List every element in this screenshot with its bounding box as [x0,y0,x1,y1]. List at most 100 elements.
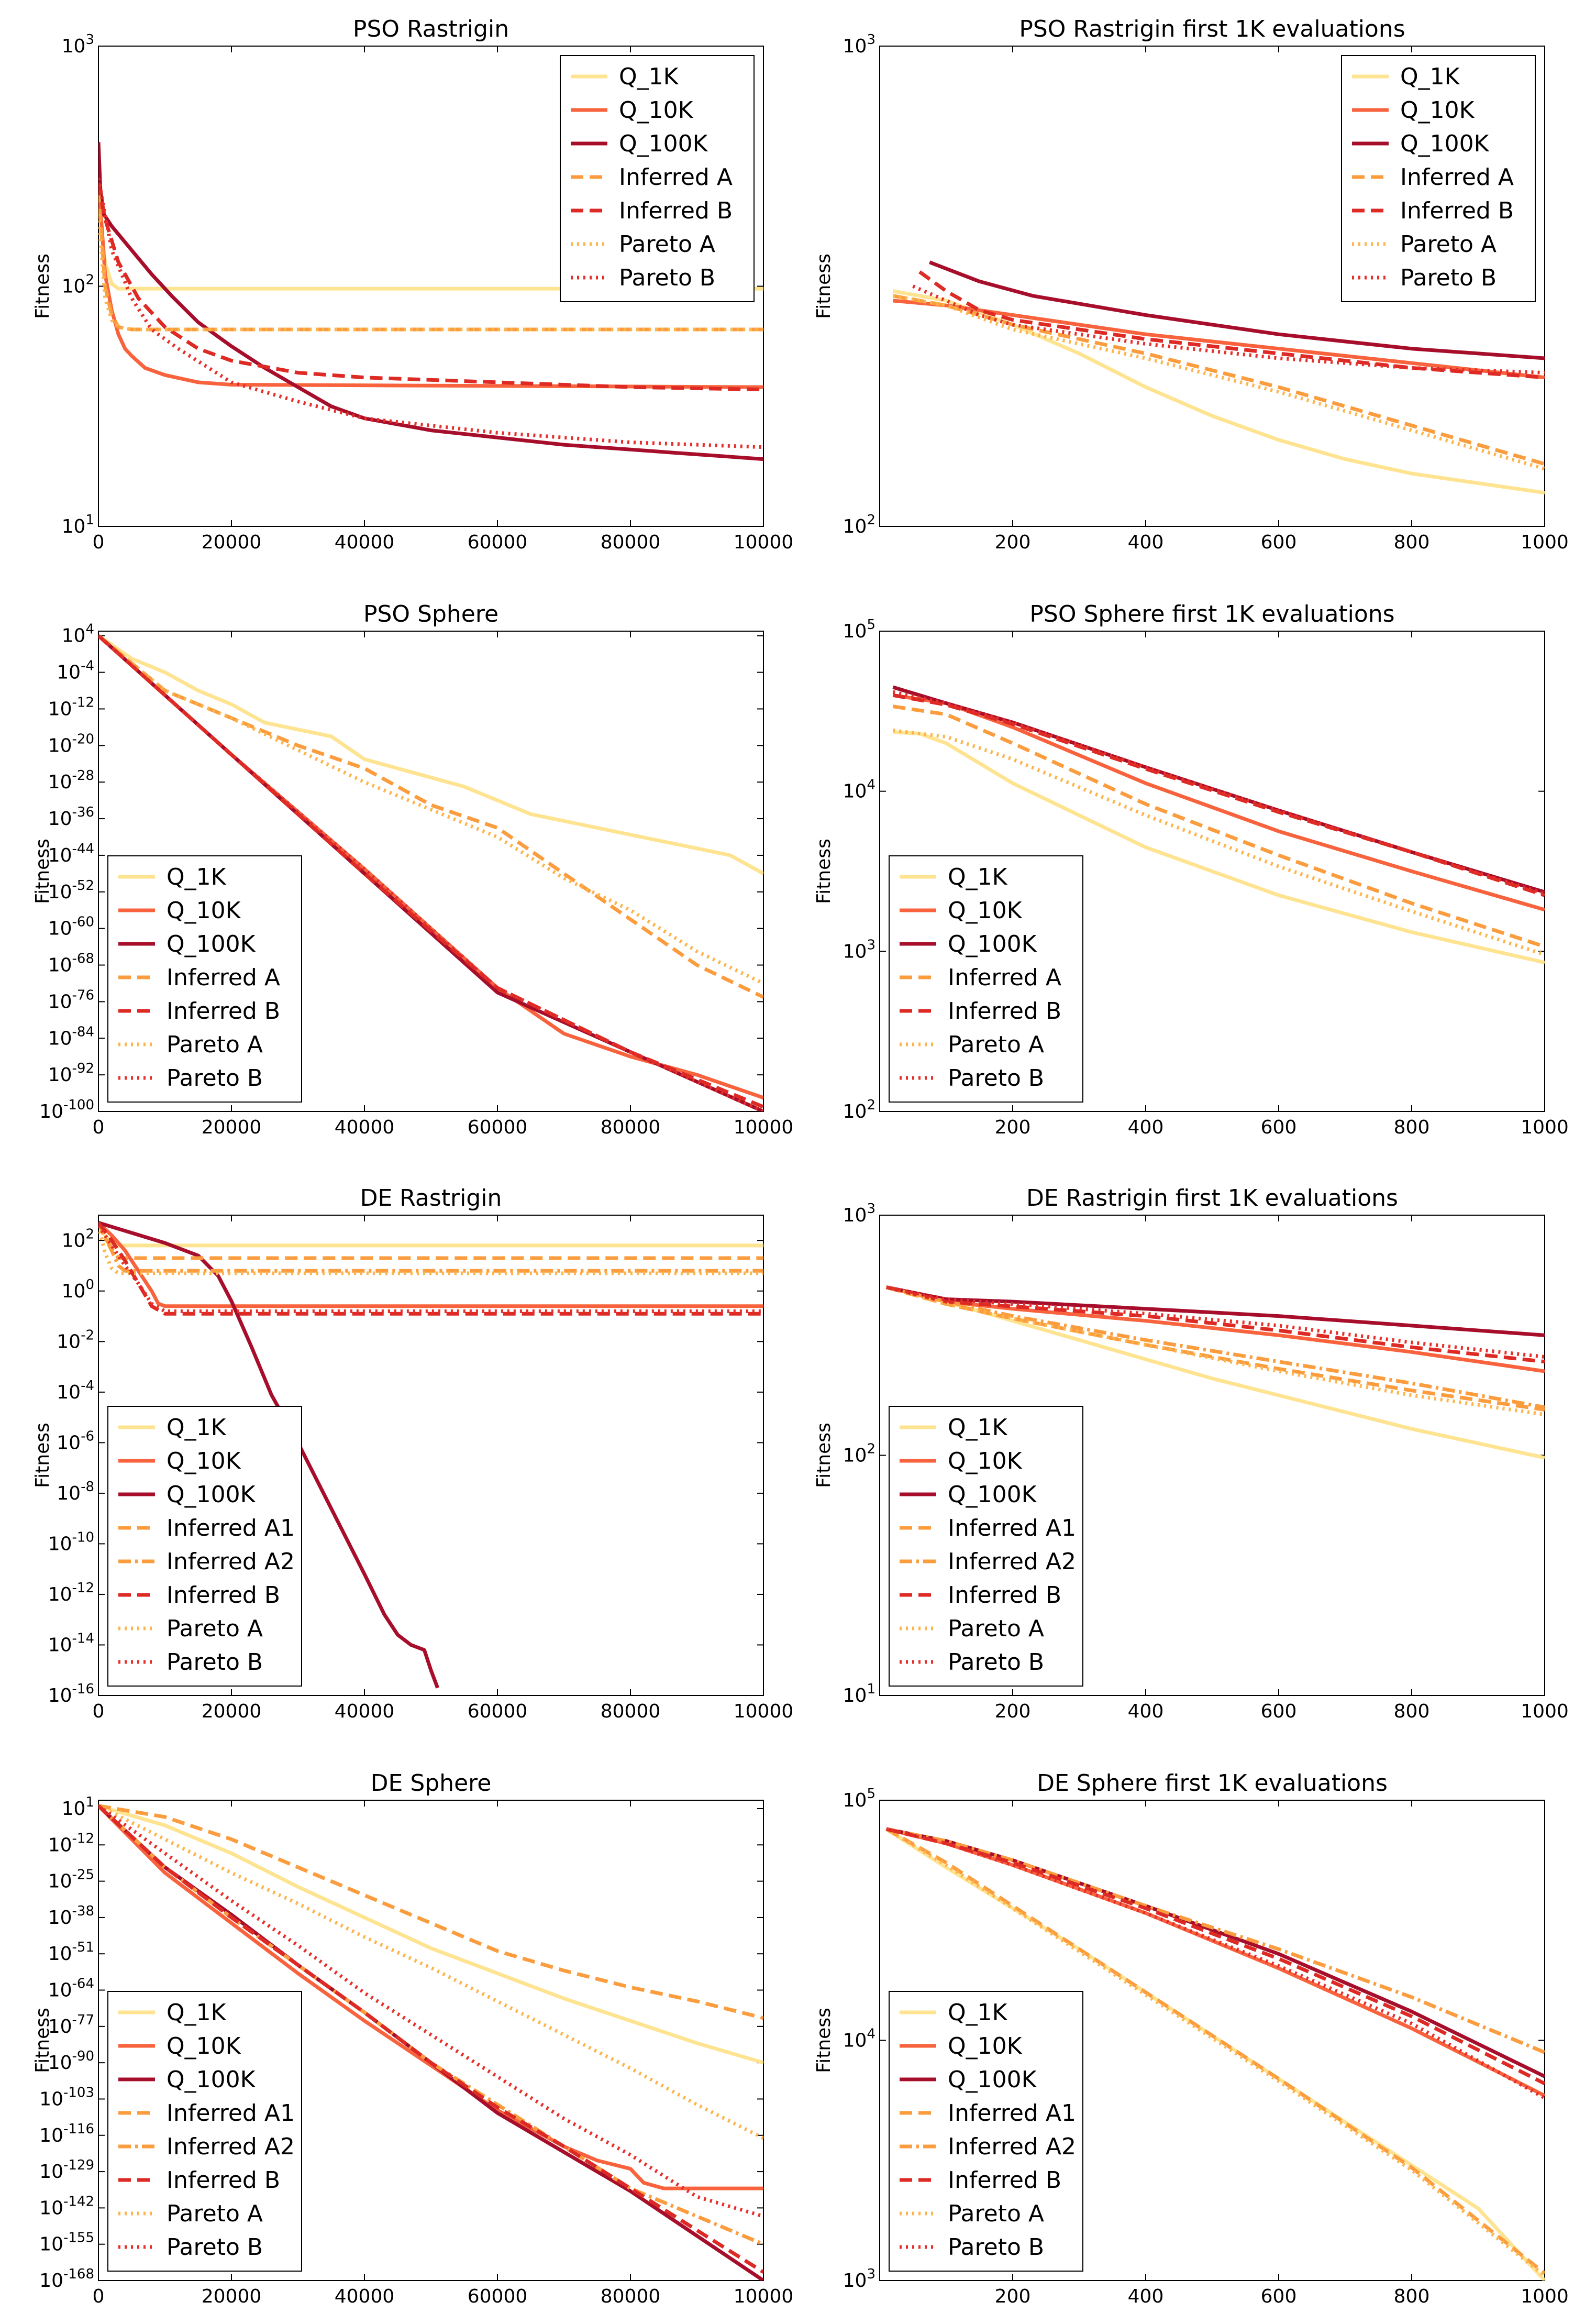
x-tick-label: 80000 [601,532,661,553]
series-line [918,270,1545,380]
legend-label: Inferred A1 [167,1515,295,1541]
y-tick-label: 10-92 [48,1061,94,1086]
y-tick-label: 101 [62,512,94,537]
y-tick-label: 10-76 [48,987,94,1012]
x-tick-label: 10000 [734,1701,794,1722]
chart-title: DE Sphere first 1K evaluations [1037,1770,1388,1797]
y-tick-label: 10-44 [48,841,94,866]
x-tick-label: 0 [93,2286,105,2307]
y-tick-label: 10-51 [48,1940,94,1965]
y-tick-label: 10-60 [48,915,94,940]
y-tick-label: 104 [62,622,94,647]
legend-label: Pareto B [948,2234,1044,2261]
legend-label: Inferred B [948,1582,1061,1609]
series-line [885,1827,1545,2275]
y-axis-label: Fitness [813,2008,835,2073]
chart-title: DE Sphere [371,1770,492,1797]
y-tick-label: 102 [62,1226,94,1251]
y-tick-label: 10-90 [48,2048,94,2074]
x-tick-label: 80000 [601,2286,661,2307]
x-tick-label: 10000 [734,1117,794,1138]
y-tick-label: 10-6 [57,1428,94,1453]
y-tick-label: 100 [62,1277,94,1302]
y-axis-label: Fitness [813,839,835,904]
legend-label: Pareto B [1400,265,1497,291]
series-line [885,1827,1545,2277]
legend-label: Q_100K [1400,130,1490,157]
x-tick-label: 80000 [601,1117,661,1138]
series-line [98,1804,763,2020]
legend-box [107,1991,302,2272]
legend-label: Q_1K [948,1414,1008,1441]
chart-panel: PSO Sphere first 1K evaluations Fitness 20… [813,601,1569,1138]
x-tick-label: 40000 [335,532,395,553]
series-line [98,1221,763,1308]
legend-label: Pareto A [167,1615,263,1642]
legend: Q_1K Q_10K Q_100K Inferred A1 Inferred A2 Inf… [889,1406,1083,1687]
y-tick-label: 102 [843,1097,875,1122]
legend-label: Q_10K [948,1448,1023,1474]
x-tick-label: 40000 [335,1117,395,1138]
y-tick-label: 10-20 [48,731,94,756]
series-line [98,182,763,392]
series-line [886,1827,1545,2054]
chart-title: DE Rastrigin [360,1185,502,1211]
y-axis-label: Fitness [813,1423,835,1488]
legend-label: Pareto A [619,231,715,258]
y-tick-label: 101 [62,1794,94,1820]
x-tick-label: 800 [1394,2286,1430,2307]
chart-title: PSO Sphere [363,601,498,627]
x-tick-label: 1000 [1521,1701,1569,1722]
y-tick-label: 10-28 [48,768,94,793]
legend-box [889,1406,1083,1687]
y-tick-label: 103 [843,32,875,57]
y-tick-label: 103 [843,1201,875,1226]
x-tick-label: 40000 [335,2286,395,2307]
y-axis-label: Fitness [32,1423,53,1488]
legend-label: Q_10K [619,97,694,124]
legend-label: Q_1K [167,1414,227,1441]
y-tick-label: 10-52 [48,878,94,903]
y-tick-label: 10-77 [48,2012,94,2037]
legend: Q_1K Q_10K Q_100K Inferred A1 Inferred A2 Inf… [889,1991,1083,2272]
chart-panel: DE Rastrigin first 1K evaluations Fitness… [813,1185,1569,1722]
legend-box [889,1991,1083,2272]
chart-panel: PSO Rastrigin Fitness 0 20000 40000 60000 8000… [32,16,793,553]
x-tick-label: 200 [995,1117,1031,1138]
legend-label: Q_1K [948,1999,1008,2026]
chart-panel: DE Sphere Fitness 0 20000 40000 60000 80000 100… [32,1770,793,2307]
x-tick-label: 60000 [468,2286,528,2307]
y-tick-label: 103 [843,2266,875,2292]
legend-label: Q_100K [619,130,708,157]
x-tick-label: 400 [1128,1117,1164,1138]
y-tick-label: 10-38 [48,1903,94,1929]
series-line [886,1285,1545,1359]
series-line [98,634,763,875]
series-line [98,214,763,332]
x-tick-label: 40000 [335,1701,395,1722]
legend-label: Q_10K [167,1448,241,1474]
y-tick-label: 10-4 [57,1378,94,1403]
series-group [98,1804,763,2281]
chart-panel: DE Rastrigin Fitness 0 20000 40000 60000 80000… [32,1185,793,1722]
y-tick-label: 10-64 [48,1976,94,2001]
series-line [885,1827,1545,2100]
legend-label: Q_1K [1400,63,1460,90]
x-tick-label: 10000 [734,532,794,553]
x-tick-label: 1000 [1521,2286,1569,2307]
series-line [885,1285,1545,1364]
legend-label: Q_100K [167,1481,256,1508]
legend: Q_1K Q_10K Q_100K Inferred A Inferred B Paret… [107,855,302,1103]
series-line [98,1804,763,2065]
legend: Q_1K Q_10K Q_100K Inferred A1 Inferred A2 Inf… [107,1406,302,1687]
y-tick-label: 102 [843,512,875,537]
legend-label: Q_10K [948,897,1023,924]
y-tick-label: 104 [843,2026,875,2052]
legend-box [107,1406,302,1687]
x-tick-label: 600 [1261,1701,1297,1722]
series-line [98,1224,763,1313]
legend-label: Inferred B [948,998,1061,1025]
chart-title: PSO Sphere first 1K evaluations [1029,601,1394,627]
series-line [98,190,763,332]
series-group [885,1827,1545,2281]
